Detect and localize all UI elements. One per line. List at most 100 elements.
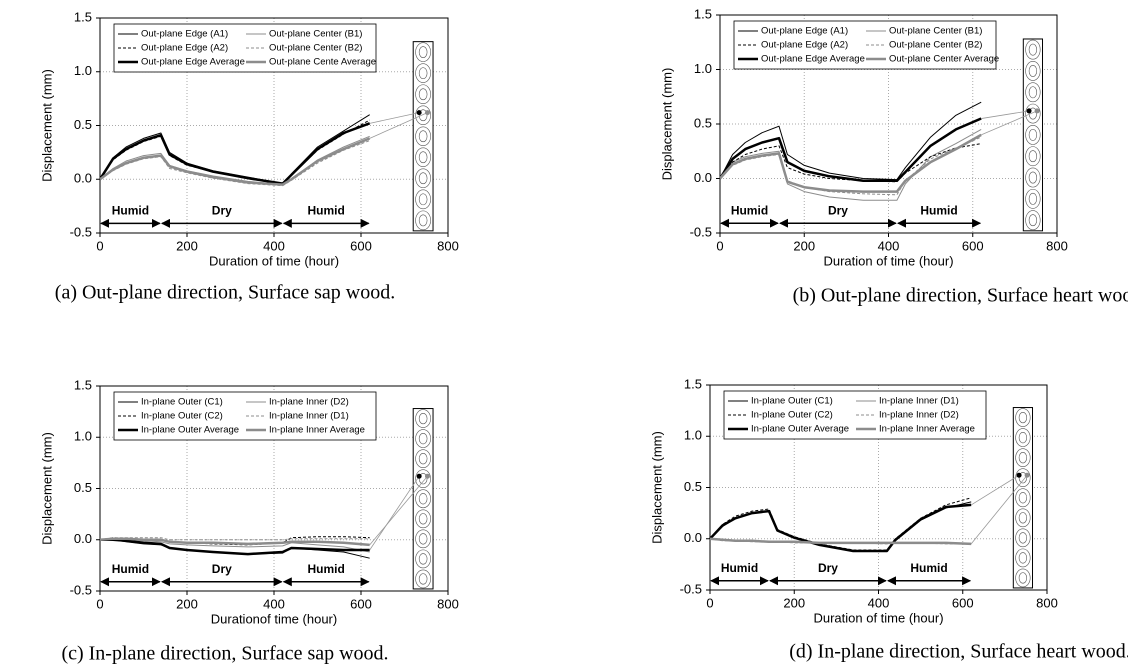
specimen-grain [1018, 492, 1028, 504]
caption: (a) Out-plane direction, Surface sap woo… [55, 282, 395, 304]
specimen-grain [418, 412, 428, 425]
legend-label: In-plane Outer Average [751, 424, 849, 435]
specimen-grain [1028, 192, 1038, 205]
specimen-grain [415, 569, 431, 589]
leader-line [981, 110, 1030, 119]
series-line [719, 143, 982, 183]
legend-label: Out-plane Edge Average [761, 54, 865, 65]
y-tick-label: 1.0 [684, 428, 702, 443]
legend-label: In-plane Outer (C1) [141, 397, 223, 408]
legend-label: Out-plane Center Average [889, 54, 999, 65]
x-tick-label: 800 [1036, 595, 1058, 610]
specimen-grain [415, 409, 431, 428]
specimen-grain [1015, 488, 1031, 508]
x-axis-label: Duration of time (hour) [813, 610, 943, 625]
specimen-grain [1018, 452, 1028, 464]
phase-label: Humid [920, 203, 957, 217]
specimen [1012, 407, 1034, 589]
specimen-grain [1028, 86, 1038, 99]
phase-label: Dry [818, 561, 838, 575]
specimen-grain [415, 105, 431, 125]
legend-label: Out-plane Center (B2) [889, 40, 982, 51]
y-tick-label: 0.5 [694, 115, 712, 130]
x-tick-label: 600 [952, 595, 974, 610]
y-tick-label: 1.0 [74, 63, 92, 78]
specimen-grain [418, 214, 428, 227]
legend-label: In-plane Outer (C2) [141, 411, 223, 422]
sensor-dot [1034, 108, 1040, 114]
series-line [98, 122, 371, 185]
sensor-dot [1026, 108, 1032, 114]
specimen-grain [418, 453, 428, 465]
specimen-grain [1025, 210, 1041, 231]
x-tick-label: 400 [263, 238, 285, 253]
y-tick-label: 1.0 [694, 61, 712, 76]
series-line [719, 133, 982, 193]
leader-line [970, 474, 1028, 545]
x-tick-label: 0 [706, 595, 713, 610]
specimen-grain [1025, 146, 1041, 167]
series-line [719, 101, 982, 181]
specimen-grain [415, 126, 431, 147]
y-tick-label: 0.0 [694, 170, 712, 185]
caption: (c) In-plane direction, Surface sap wood… [61, 643, 388, 665]
specimen-grain [1015, 528, 1031, 548]
specimen-grain [418, 172, 428, 185]
specimen-grain [1028, 171, 1038, 184]
x-tick-label: 400 [878, 238, 900, 253]
series-line [719, 136, 982, 196]
legend-label: Out-plane Center (B1) [889, 26, 982, 37]
specimen-grain [415, 42, 431, 62]
x-axis-label: Duration of time (hour) [209, 253, 339, 268]
y-tick-label: -0.5 [680, 581, 702, 596]
specimen-grain [415, 189, 431, 210]
legend-box [733, 20, 997, 70]
sensor-dot [424, 473, 430, 479]
specimen-grain [1025, 103, 1041, 124]
specimen-grain [1028, 65, 1038, 77]
y-tick-label: -0.5 [690, 224, 712, 239]
legend-label: In-plane Inner (D2) [269, 397, 349, 408]
y-tick-label: 1.5 [694, 6, 712, 21]
specimen-grain [1028, 43, 1038, 56]
legend-label: In-plane Inner (D1) [269, 411, 349, 422]
x-tick-label: 200 [176, 238, 198, 253]
y-axis-label: Displacement (mm) [39, 432, 54, 545]
legend-label: Out-plane Edge (A1) [141, 29, 228, 40]
y-tick-label: 0.5 [684, 479, 702, 494]
specimen-grain [418, 513, 428, 525]
caption: (d) In-plane direction, Surface heart wo… [789, 641, 1128, 663]
sensor-dot [424, 110, 430, 116]
specimen-grain [1015, 508, 1031, 528]
specimen-grain [415, 147, 431, 168]
specimen-grain [1025, 188, 1041, 209]
legend-box [113, 23, 377, 73]
specimen-grain [1025, 167, 1041, 188]
specimen-grain [418, 553, 428, 565]
leader-line [369, 112, 420, 124]
specimen-grain [415, 529, 431, 549]
specimen-grain [1025, 82, 1041, 103]
phase-label: Humid [721, 561, 758, 575]
x-tick-label: 200 [793, 238, 815, 253]
specimen-grain [418, 533, 428, 545]
specimen-grain [1018, 552, 1028, 564]
specimen-grain [1015, 428, 1031, 447]
specimen-grain [415, 210, 431, 231]
specimen-grain [418, 109, 428, 122]
sensor-dot [416, 473, 422, 479]
y-axis-label: Displacement (mm) [39, 69, 54, 182]
leader-line [369, 475, 420, 551]
legend-box [723, 390, 987, 440]
phase-label: Humid [308, 562, 345, 576]
legend-label: In-plane Inner Average [879, 424, 975, 435]
x-tick-label: 400 [263, 596, 285, 611]
plot-frame [99, 17, 449, 234]
specimen-grain [1015, 568, 1031, 588]
specimen-grain [1028, 128, 1038, 141]
specimen-grain [1015, 448, 1031, 467]
x-tick-label: 400 [868, 595, 890, 610]
x-tick-label: 800 [437, 596, 459, 611]
legend-label: In-plane Inner (D1) [879, 396, 959, 407]
phase-label: Humid [910, 561, 947, 575]
